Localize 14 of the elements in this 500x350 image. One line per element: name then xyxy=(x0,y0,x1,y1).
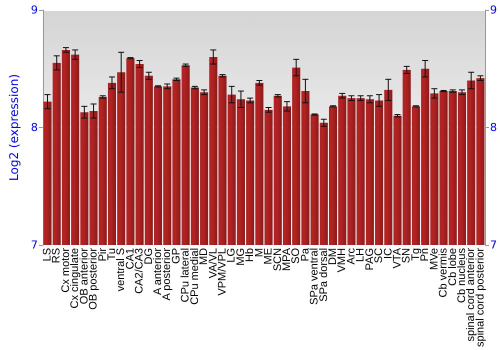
y-tick-label: 9 xyxy=(30,4,38,16)
x-tick-label: DG xyxy=(142,248,155,264)
y2-tick-label: 8 xyxy=(490,120,497,134)
y2-tick-label: 9 xyxy=(490,4,497,16)
y-tick-label: 8 xyxy=(30,120,38,134)
y-axis-title: Log2 (expression) xyxy=(7,74,21,181)
x-tick-label: RS xyxy=(50,248,63,264)
x-tick-label: SPa dorsal xyxy=(318,248,330,302)
x-tick-label: SCN xyxy=(272,248,284,272)
y2-tick-label: 7 xyxy=(490,238,497,252)
x-tick-label: IC xyxy=(382,248,394,259)
x-tick-label: OB anterior xyxy=(78,248,90,304)
x-tick-label: CPu medial xyxy=(188,248,201,305)
y-tick-label: 7 xyxy=(30,238,38,252)
